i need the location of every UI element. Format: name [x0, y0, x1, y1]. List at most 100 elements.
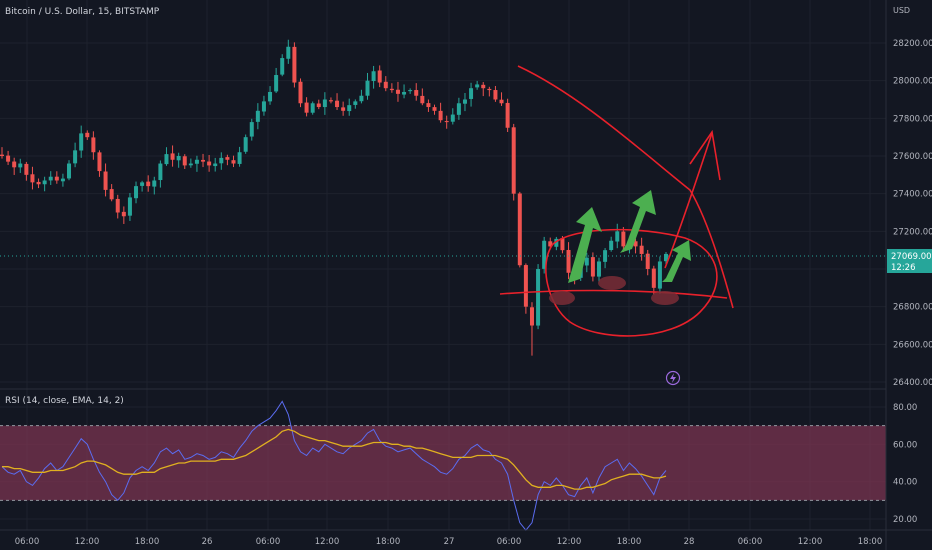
candle-body [389, 88, 394, 91]
rsi-line [1, 400, 667, 531]
candle-body [60, 178, 65, 182]
candle-body [225, 157, 230, 160]
candle-body [67, 163, 72, 179]
rsi-ma-line [2, 428, 667, 490]
candle-body [243, 137, 248, 152]
candle-body [0, 154, 4, 156]
candle-body [85, 132, 90, 138]
lightning-icon[interactable] [665, 370, 681, 386]
candle-body [371, 71, 376, 82]
candle-body [286, 46, 291, 59]
candle-body [444, 121, 449, 123]
candle-body [475, 84, 480, 88]
candle-body [12, 161, 17, 168]
candle-body [462, 99, 467, 104]
candle-body [316, 103, 321, 108]
drawing-horizontal-support [499, 289, 728, 299]
price-tick-label: 28000.00 [893, 77, 932, 87]
candle-body [395, 89, 400, 94]
candle-body [91, 137, 96, 153]
candle-body [194, 159, 199, 164]
candle-body [127, 197, 132, 216]
green-arrow-3 [662, 240, 691, 282]
candle-body [36, 181, 41, 185]
candle-body [201, 159, 206, 162]
candle-body [377, 70, 382, 83]
candle-body [24, 163, 29, 175]
candle-body [432, 107, 437, 111]
rsi-axis[interactable]: 80.00 60.00 40.00 20.00 [893, 403, 917, 525]
candle-body [207, 161, 212, 166]
candle-body [219, 157, 224, 164]
candle-body [109, 189, 114, 200]
drawing-low-marker-2 [598, 276, 626, 290]
candle-body [140, 182, 145, 186]
candle-body [420, 95, 425, 104]
candle-body [469, 88, 474, 99]
time-tick-label: 27 [444, 537, 455, 547]
candle-body [542, 240, 547, 269]
candle-body [487, 88, 492, 91]
candle-body [298, 81, 303, 104]
candle-body [146, 181, 151, 187]
candle-body [164, 154, 169, 165]
candle-body [249, 122, 254, 137]
candle-body [603, 250, 608, 262]
candle-body [408, 90, 413, 92]
time-tick-label: 12:00 [557, 537, 582, 547]
candle-body [18, 163, 23, 168]
candle-body [481, 84, 486, 89]
rsi-tick-label: 60.00 [893, 440, 917, 450]
drawing-low-marker-3 [651, 291, 679, 305]
candle-body [566, 249, 571, 273]
drawing-breakout-arrowhead [689, 129, 721, 181]
candle-body [97, 152, 102, 172]
rsi-band [0, 425, 886, 501]
rsi-tick-label: 20.00 [893, 515, 917, 525]
candle-body [170, 153, 175, 160]
candle-body [158, 163, 163, 181]
time-tick-label: 12:00 [798, 537, 823, 547]
price-tick-label: 27600.00 [893, 152, 932, 162]
candle-body [213, 163, 218, 167]
time-tick-label: 06:00 [15, 537, 40, 547]
candle-body [48, 176, 53, 181]
price-tick-label: 27200.00 [893, 227, 932, 237]
candle-body [426, 103, 431, 108]
time-tick-label: 26 [202, 537, 213, 547]
candle-body [347, 105, 352, 112]
candle-body [554, 238, 559, 247]
candle-body [657, 261, 662, 289]
candle-body [621, 231, 626, 247]
candle-body [536, 269, 541, 326]
candle-body [353, 101, 358, 105]
price-axis[interactable]: 28200.00 28000.00 27800.00 27600.00 27400.00… [893, 39, 932, 388]
candle-body [523, 265, 528, 307]
currency-label: USD [893, 6, 910, 15]
time-tick-label: 12:00 [75, 537, 100, 547]
candle-body [103, 171, 108, 190]
candle-body [499, 99, 504, 104]
candle-body [322, 99, 327, 108]
time-tick-label: 28 [684, 537, 695, 547]
candle-body [6, 155, 11, 162]
green-arrow-1 [568, 207, 602, 283]
candle-body [615, 231, 620, 242]
time-axis[interactable]: 06:00 12:00 18:00 26 06:00 12:00 18:00 27 06:00 1… [15, 537, 883, 547]
time-tick-label: 18:00 [376, 537, 401, 547]
candle-body [73, 150, 78, 164]
candle-body [438, 110, 443, 121]
candle-body [280, 58, 285, 75]
candles [0, 39, 668, 356]
drawing-upper-curve [517, 65, 734, 309]
time-tick-label: 18:00 [617, 537, 642, 547]
candle-body [231, 160, 236, 164]
rsi-tick-label: 40.00 [893, 478, 917, 488]
candle-body [359, 95, 364, 102]
candle-body [304, 102, 309, 113]
time-tick-label: 18:00 [135, 537, 160, 547]
candle-body [383, 81, 388, 89]
price-tick-label: 26800.00 [893, 303, 932, 313]
